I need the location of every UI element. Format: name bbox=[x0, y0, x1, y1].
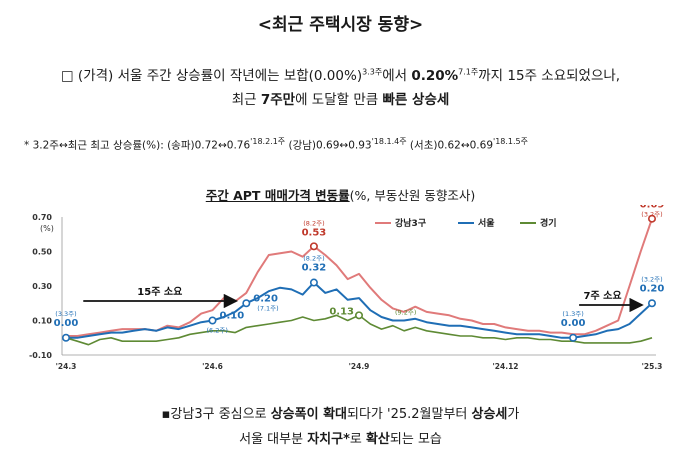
y-tick-label: 0.70 bbox=[32, 213, 52, 222]
legend-label-gangnam3: 강남3구 bbox=[395, 217, 426, 229]
data-label: 0.32 bbox=[302, 263, 327, 274]
summary-1c: 이 작년에는 보합(0.00%) bbox=[213, 68, 363, 84]
data-label: 0.13 bbox=[329, 306, 354, 317]
data-label-week: (8.2주) bbox=[303, 219, 324, 227]
duration-arrow-label: 15주 소요 bbox=[137, 286, 182, 298]
conclusion-1e: 가 bbox=[507, 407, 520, 422]
summary-2c: 에 도달할 만큼 bbox=[295, 92, 383, 108]
x-tick-label: '25.3 bbox=[642, 362, 663, 371]
footnote-sup2: '18.1.4주 bbox=[371, 137, 407, 146]
x-tick-label: '24.6 bbox=[202, 362, 223, 371]
footnote-sup1: '18.2.1주 bbox=[250, 137, 286, 146]
y-tick-label: 0.50 bbox=[32, 248, 52, 257]
y-tick-label: -0.10 bbox=[29, 351, 52, 360]
point-marker bbox=[647, 214, 656, 223]
data-label-week: (8.2주) bbox=[303, 255, 324, 263]
legend-label-seoul: 서울 bbox=[478, 217, 495, 229]
page-title: <최근 주택시장 동향> bbox=[257, 15, 424, 35]
data-label: 0.69 bbox=[640, 205, 665, 211]
summary-1a: □ (가격) bbox=[60, 68, 118, 84]
footnote: * 3.2주↔최근 최고 상승률(%): (송파)0.72↔0.76'18.2.… bbox=[24, 136, 528, 153]
point-marker bbox=[242, 299, 251, 308]
summary-1b: 서울 주간 상승률 bbox=[117, 68, 214, 84]
legend-label-gyeonggi: 경기 bbox=[540, 217, 557, 229]
point-marker bbox=[354, 311, 363, 320]
conclusion-1c: 되다가 '25.2월말부터 bbox=[347, 407, 472, 422]
summary-2b: 7주만 bbox=[260, 92, 296, 108]
conclusion-line-2: 서울 대부분 자치구*로 확산되는 모습 bbox=[0, 428, 681, 447]
summary-1d: 에서 bbox=[382, 68, 412, 84]
series-line-gangnam3 bbox=[66, 218, 653, 337]
data-label: 0.20 bbox=[253, 293, 278, 304]
data-label-week: (7.1주) bbox=[257, 304, 278, 312]
data-label-week: (1.3주) bbox=[562, 310, 583, 318]
summary-2a: 최근 bbox=[231, 92, 261, 108]
line-chart: -0.10 0.10 0.30 0.50 0.70 (%) '24.3 '24.6 '24.9 '… bbox=[29, 205, 665, 371]
conclusion-2a: 서울 대부분 bbox=[239, 432, 308, 447]
data-label: 0.53 bbox=[302, 227, 327, 238]
data-label-week: (6.2주) bbox=[207, 327, 228, 335]
conclusion-1b: 상승폭이 확대 bbox=[270, 407, 347, 422]
conclusion-2d: 확산 bbox=[365, 432, 390, 447]
conclusion-1d: 상승세 bbox=[471, 407, 508, 422]
footnote-sup3: '18.1.5주 bbox=[493, 137, 529, 146]
data-label: 0.10 bbox=[220, 311, 245, 322]
data-label-week: (3.2주) bbox=[641, 211, 662, 219]
conclusion-2b: 자치구* bbox=[307, 432, 350, 447]
point-marker bbox=[61, 333, 70, 342]
data-label-week: (3.3주) bbox=[55, 310, 76, 318]
point-marker bbox=[647, 299, 656, 308]
point-marker bbox=[309, 278, 318, 287]
conclusion-2e: 되는 모습 bbox=[389, 432, 442, 447]
chart-title-main: 주간 APT 매매가격 변동률 bbox=[205, 188, 350, 203]
summary-1f: 까지 15주 소요되었으나, bbox=[478, 68, 621, 84]
conclusion-1a: ▪강남3구 중심으로 bbox=[161, 407, 271, 422]
footnote-b: (강남)0.69↔0.93 bbox=[285, 139, 372, 152]
x-tick-label: '24.9 bbox=[349, 362, 370, 371]
summary-1-sup1: 3.3주 bbox=[362, 67, 383, 77]
chart-title-sub: (%, 부동산원 동향조사) bbox=[349, 188, 476, 203]
data-label-week: (3.2주) bbox=[641, 275, 662, 283]
data-label: 0.00 bbox=[561, 318, 586, 329]
data-label: 0.00 bbox=[54, 318, 79, 329]
point-marker bbox=[208, 316, 217, 325]
y-tick-label: 0.10 bbox=[32, 317, 52, 326]
footnote-c: (서초)0.62↔0.69 bbox=[406, 139, 493, 152]
conclusion-2c: 로 bbox=[349, 432, 366, 447]
series-line-seoul bbox=[66, 281, 653, 339]
data-label-week: (9.2주) bbox=[395, 308, 416, 316]
data-label: 0.20 bbox=[640, 283, 665, 294]
summary-line-1: □ (가격) 서울 주간 상승률이 작년에는 보합(0.00%)3.3주에서 0… bbox=[0, 64, 681, 85]
chart-title: 주간 APT 매매가격 변동률(%, 부동산원 동향조사) bbox=[0, 185, 681, 204]
summary-2d: 빠른 상승세 bbox=[382, 92, 450, 108]
x-tick-label: '24.3 bbox=[56, 362, 77, 371]
conclusion-line-1: ▪강남3구 중심으로 상승폭이 확대되다가 '25.2월말부터 상승세가 bbox=[0, 403, 681, 422]
summary-1-sup2: 7.1주 bbox=[458, 67, 479, 77]
footnote-a: * 3.2주↔최근 최고 상승률(%): (송파)0.72↔0.76 bbox=[24, 139, 251, 152]
point-marker bbox=[309, 242, 318, 251]
summary-1e: 0.20% bbox=[411, 68, 459, 84]
point-marker bbox=[569, 333, 578, 342]
duration-arrow-label: 7주 소요 bbox=[584, 290, 622, 302]
x-tick-label: '24.12 bbox=[492, 362, 518, 371]
y-tick-label: 0.30 bbox=[32, 282, 52, 291]
summary-line-2: 최근 7주만에 도달할 만큼 빠른 상승세 bbox=[0, 88, 681, 108]
y-axis-unit: (%) bbox=[40, 224, 54, 233]
